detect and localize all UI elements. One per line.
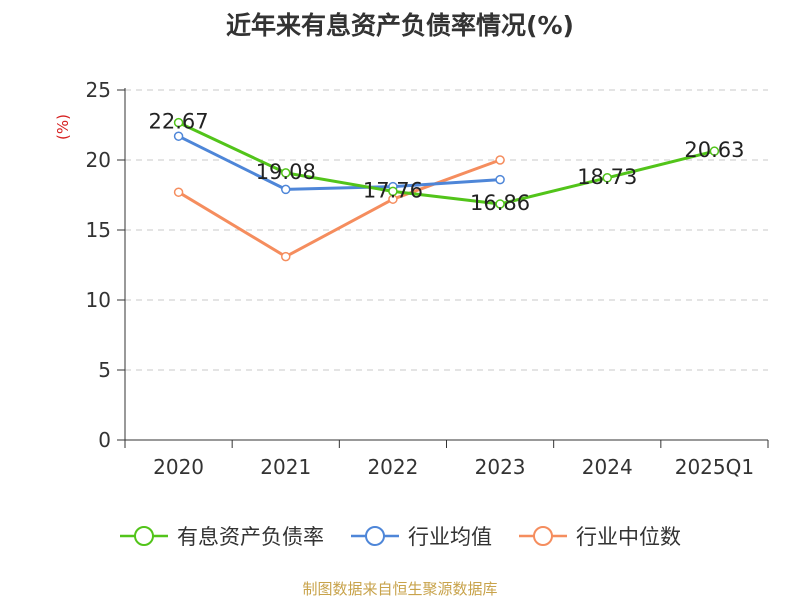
chart-legend: 有息资产负债率 行业均值 行业中位数 bbox=[0, 518, 800, 554]
chart-title: 近年来有息资产负债率情况(%) bbox=[226, 11, 574, 40]
data-label: 22.67 bbox=[149, 110, 209, 134]
legend-swatch bbox=[519, 526, 567, 546]
y-tick-label: 10 bbox=[86, 288, 111, 312]
legend-label: 行业中位数 bbox=[576, 525, 681, 549]
data-label: 16.86 bbox=[470, 191, 530, 215]
y-tick-label: 5 bbox=[98, 358, 111, 382]
x-tick-label: 2025Q1 bbox=[675, 455, 754, 479]
legend-label: 有息资产负债率 bbox=[177, 525, 324, 549]
data-point bbox=[709, 146, 720, 156]
x-tick-label: 2024 bbox=[582, 455, 633, 479]
x-tick-label: 2023 bbox=[475, 455, 526, 479]
data-point bbox=[388, 186, 398, 197]
legend-item[interactable]: 有息资产负债率 bbox=[119, 521, 324, 551]
data-point bbox=[281, 184, 291, 195]
legend-item[interactable]: 行业中位数 bbox=[518, 521, 681, 551]
y-tick-label: 15 bbox=[86, 218, 111, 242]
series-line bbox=[177, 158, 501, 259]
data-point bbox=[495, 174, 505, 185]
legend-swatch bbox=[120, 526, 168, 546]
data-point bbox=[281, 168, 291, 178]
x-tick-label: 2022 bbox=[367, 455, 418, 479]
data-point bbox=[495, 199, 505, 209]
legend-swatch bbox=[351, 526, 399, 546]
data-label: 17.76 bbox=[363, 178, 423, 202]
x-tick-label: 2020 bbox=[153, 455, 204, 479]
data-label: 20.63 bbox=[684, 138, 744, 162]
data-point bbox=[602, 173, 612, 183]
y-tick-label: 25 bbox=[86, 78, 111, 102]
series-line bbox=[177, 134, 501, 191]
data-point bbox=[173, 187, 184, 197]
data-point bbox=[281, 251, 291, 262]
legend-label: 行业均值 bbox=[408, 525, 492, 549]
data-label: 19.08 bbox=[256, 160, 316, 184]
legend-item[interactable]: 行业均值 bbox=[350, 521, 492, 551]
data-point bbox=[495, 155, 505, 165]
y-axis-label: (%) bbox=[54, 114, 72, 140]
data-label: 18.73 bbox=[577, 165, 637, 189]
source-note: 制图数据来自恒生聚源数据库 bbox=[302, 580, 498, 598]
y-tick-label: 0 bbox=[98, 428, 111, 452]
data-point bbox=[173, 131, 184, 141]
data-point bbox=[173, 117, 184, 128]
series-line bbox=[177, 121, 715, 206]
y-tick-label: 20 bbox=[86, 148, 111, 172]
x-tick-label: 2021 bbox=[260, 455, 311, 479]
